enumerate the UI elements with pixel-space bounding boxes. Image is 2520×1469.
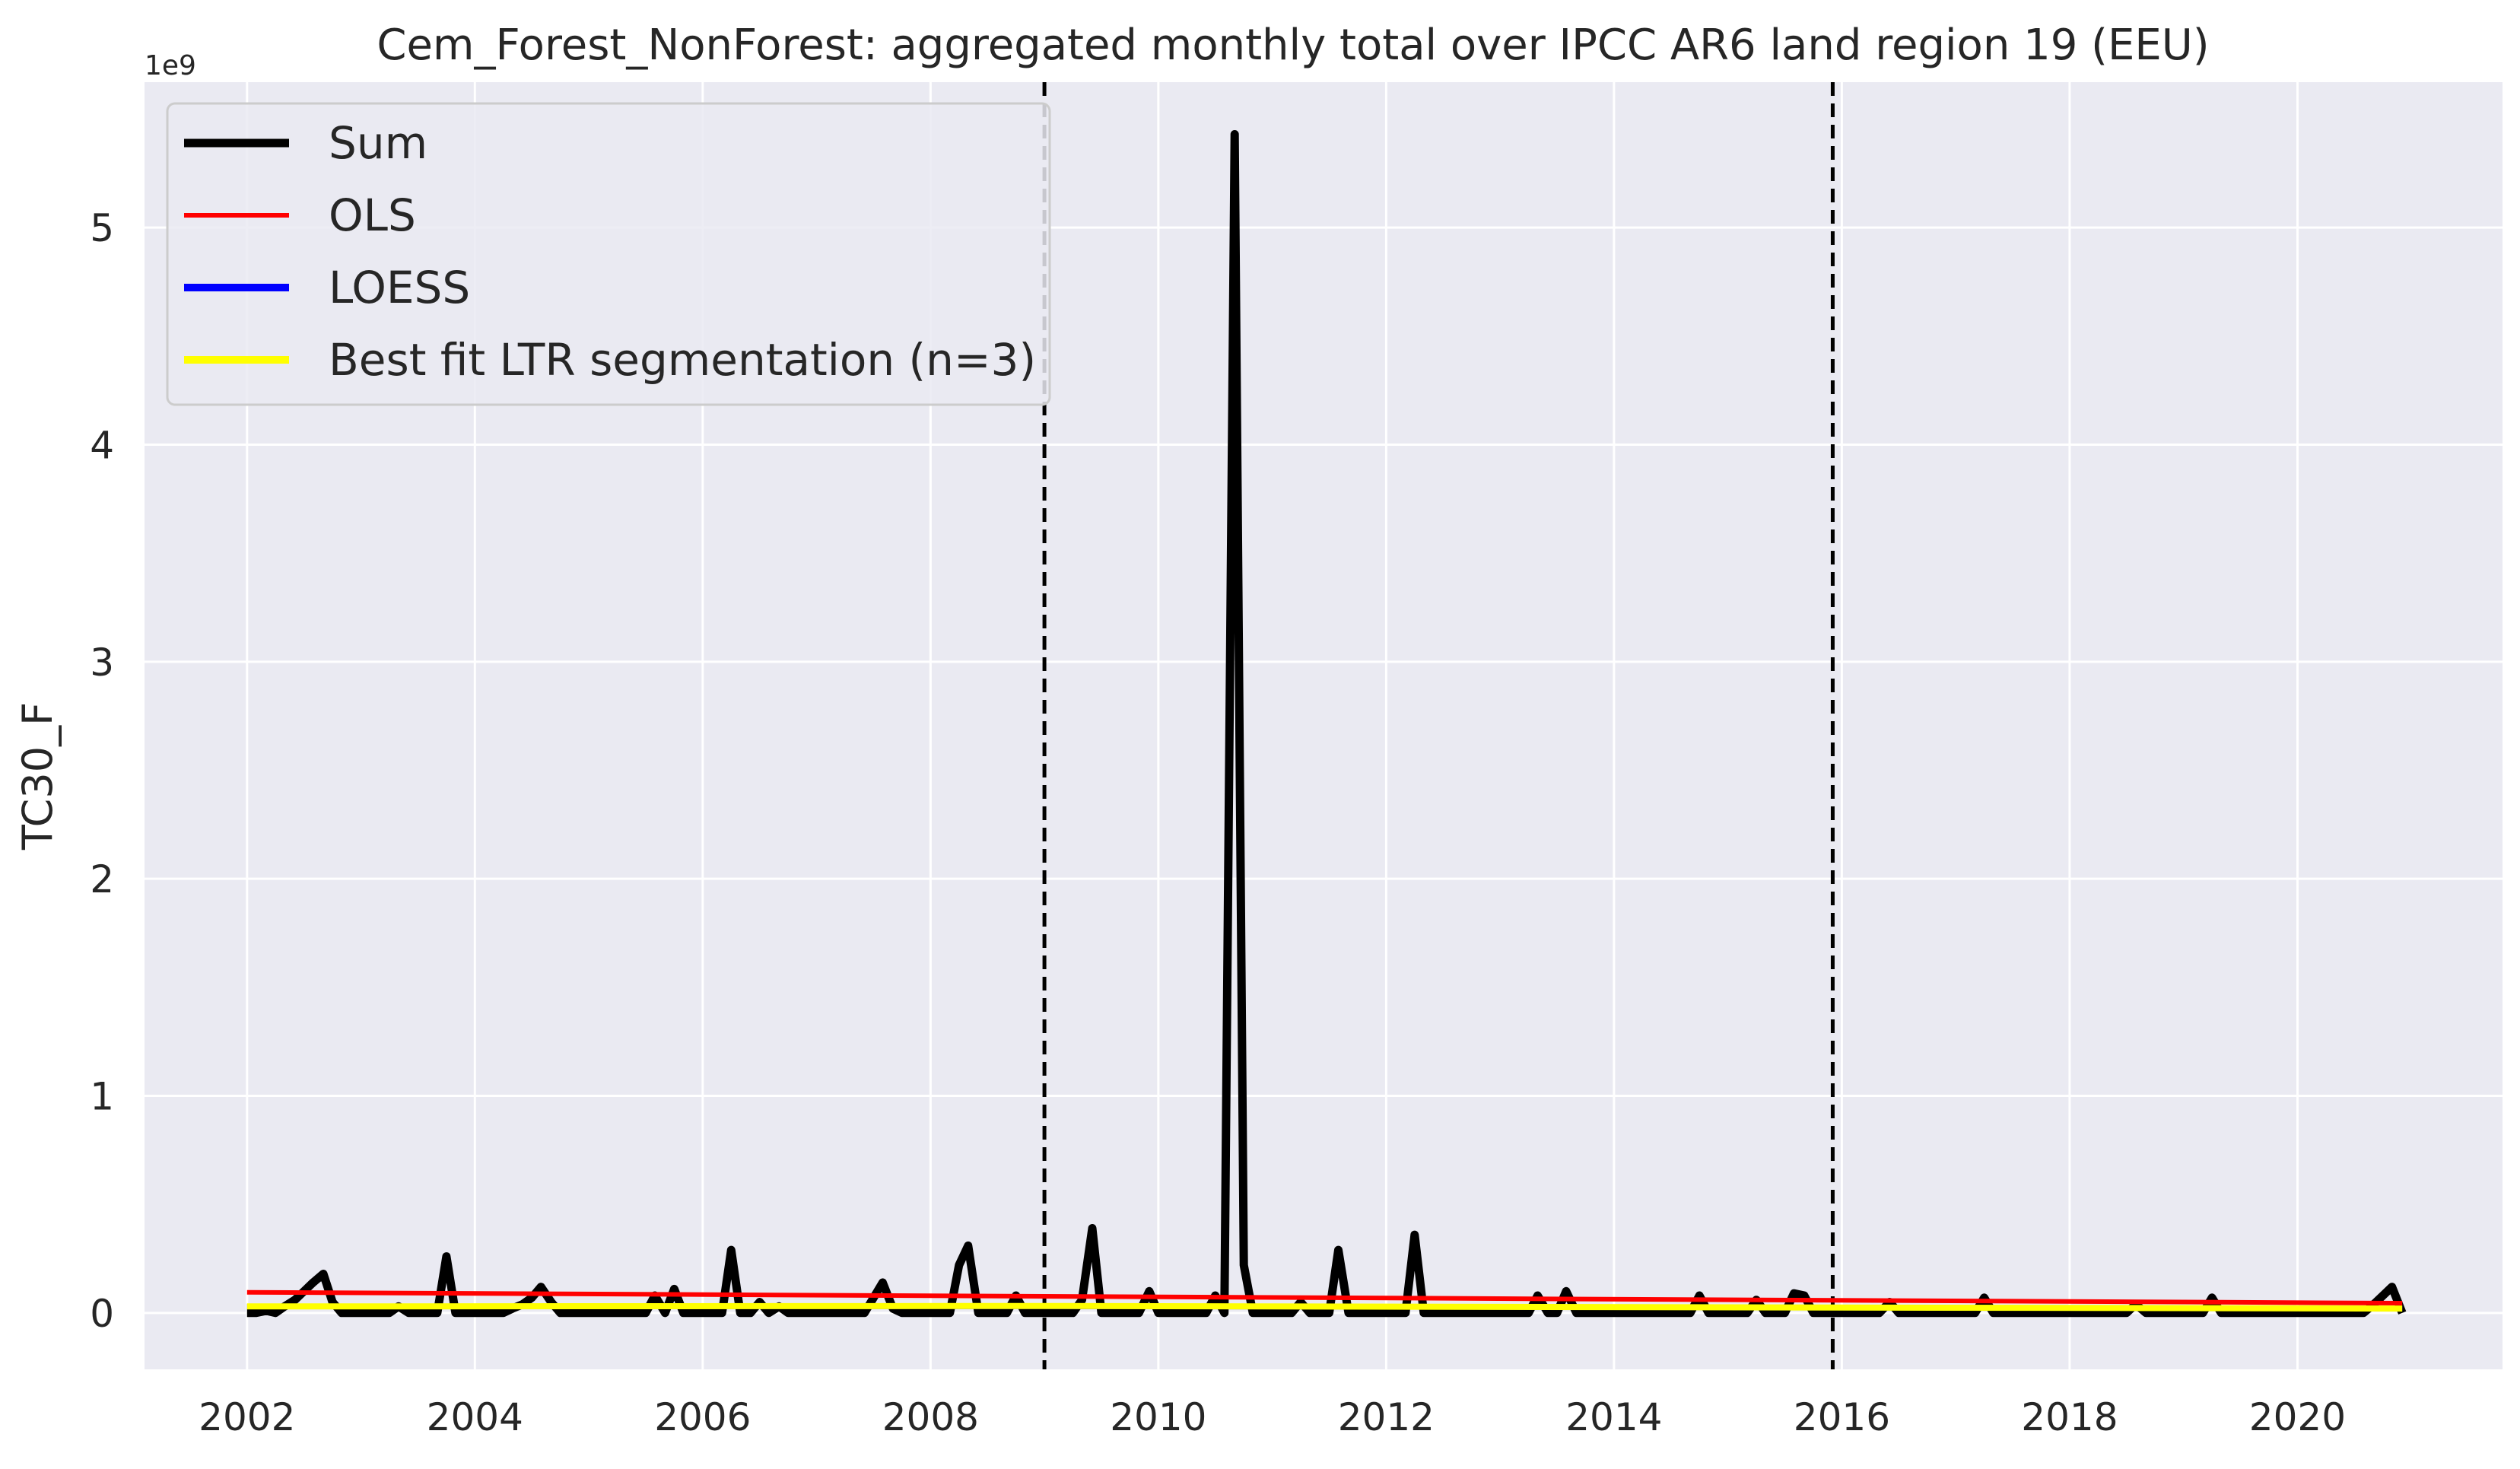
legend-label: OLS <box>329 189 416 241</box>
x-tick-label: 2008 <box>882 1395 979 1439</box>
series-layer <box>246 130 2407 1318</box>
x-tick-label: 2004 <box>427 1395 523 1439</box>
x-tick-label: 2014 <box>1565 1395 1662 1439</box>
series-line-ols <box>246 1289 2403 1305</box>
series-line-sum <box>246 130 2407 1318</box>
chart-title: Cem_Forest_NonForest: aggregated monthly… <box>377 21 2209 70</box>
x-tick-label: 2006 <box>654 1395 751 1439</box>
x-tick-label: 2002 <box>199 1395 295 1439</box>
legend-box <box>166 102 1051 406</box>
legend-label: LOESS <box>329 262 470 313</box>
y-tick-label: 2 <box>90 857 114 901</box>
y-tick-label: 1 <box>90 1074 114 1118</box>
y-axis-offset-label: 1e9 <box>145 50 196 81</box>
x-tick-label: 2018 <box>2021 1395 2118 1439</box>
y-tick-label: 5 <box>90 206 114 250</box>
y-axis-ticks: 0 1 2 3 4 5 <box>90 206 114 1336</box>
x-tick-label: 2012 <box>1338 1395 1435 1439</box>
x-tick-label: 2020 <box>2249 1395 2346 1439</box>
x-tick-label: 2016 <box>1794 1395 1890 1439</box>
legend-label: Best fit LTR segmentation (n=3) <box>329 334 1036 386</box>
series-line-best-fit-ltr-segmentation-n-3 <box>246 1302 2403 1312</box>
x-tick-label: 2010 <box>1110 1395 1206 1439</box>
y-tick-label: 0 <box>90 1292 114 1336</box>
legend: Sum OLS LOESS Best fit LTR segmentation (n=… <box>166 102 1051 406</box>
y-axis-label: TC30_F <box>14 702 62 851</box>
x-axis-ticks: 2002 2004 2006 2008 2010 2012 2014 2016 2018 2020 <box>199 1395 2346 1439</box>
y-tick-label: 3 <box>90 641 114 685</box>
legend-label: Sum <box>329 117 427 169</box>
y-tick-label: 4 <box>90 423 114 467</box>
